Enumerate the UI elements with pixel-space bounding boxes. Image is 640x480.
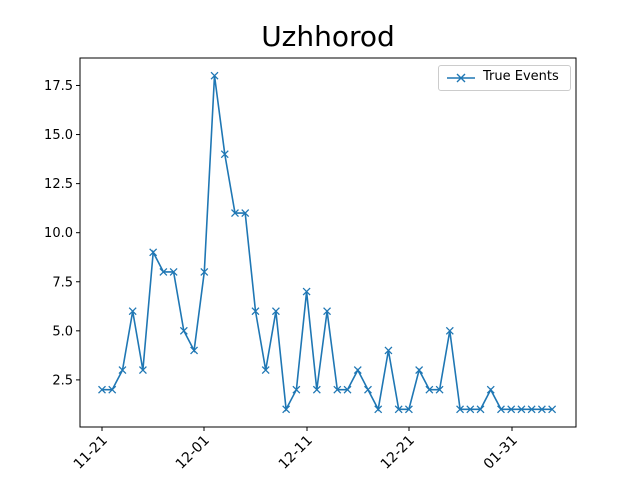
data-point-marker — [507, 405, 516, 414]
data-point-marker — [159, 267, 168, 276]
data-point-marker — [108, 385, 117, 394]
data-point-marker — [323, 307, 332, 316]
data-point-marker — [261, 366, 270, 375]
x-axis: 11-21 12-01 12-11 12-21 01-31 — [71, 427, 521, 473]
y-tick-label: 2.5 — [52, 373, 73, 388]
data-point-marker — [394, 405, 403, 414]
data-point-marker — [374, 405, 383, 414]
y-tick-label: 17.5 — [44, 79, 73, 94]
data-point-marker — [128, 307, 137, 316]
data-point-marker — [169, 267, 178, 276]
data-point-marker — [353, 366, 362, 375]
data-point-marker — [241, 209, 250, 218]
data-point-marker — [231, 209, 239, 218]
legend: True Events — [438, 65, 571, 91]
data-point-marker — [497, 405, 505, 414]
data-point-marker — [435, 385, 444, 394]
legend-line-icon — [447, 73, 475, 83]
data-point-marker — [210, 71, 219, 80]
data-point-marker — [179, 326, 188, 335]
data-point-marker — [548, 405, 557, 414]
x-tick-label: 12-11 — [276, 433, 316, 473]
data-point-marker — [118, 366, 127, 375]
data-point-marker — [200, 267, 209, 276]
chart-title: Uzhhorod — [261, 20, 395, 53]
data-point-marker — [343, 385, 352, 394]
y-tick-label: 12.5 — [44, 177, 73, 192]
data-point-marker — [517, 405, 526, 414]
y-tick-label: 15.0 — [44, 128, 73, 143]
y-axis: 2.5 5.0 7.5 10.0 12.5 15.0 17.5 — [44, 79, 80, 388]
data-point-marker — [138, 366, 147, 375]
data-point-marker — [220, 150, 229, 159]
legend-label: True Events — [483, 69, 559, 84]
x-tick-label: 12-21 — [378, 433, 418, 473]
data-point-marker — [333, 385, 342, 394]
data-point-marker — [302, 287, 311, 296]
x-tick-label: 11-21 — [71, 433, 111, 473]
series-line-true-events — [102, 75, 553, 413]
data-point-marker — [271, 307, 280, 316]
y-tick-label: 7.5 — [52, 275, 73, 290]
data-point-marker — [312, 385, 321, 394]
data-point-marker — [251, 307, 260, 316]
data-point-marker — [425, 385, 434, 394]
data-point-marker — [456, 405, 465, 414]
data-point-marker — [466, 405, 475, 414]
plot-frame — [79, 57, 577, 428]
x-tick-label: 12-01 — [173, 433, 213, 473]
data-point-marker — [98, 385, 106, 394]
data-point-marker — [384, 346, 393, 355]
y-tick-label: 5.0 — [52, 324, 73, 339]
data-point-marker — [527, 405, 536, 414]
data-point-marker — [364, 385, 372, 394]
data-point-marker — [404, 405, 413, 414]
data-point-marker — [149, 248, 158, 257]
data-point-marker — [445, 326, 454, 335]
data-point-marker — [537, 405, 546, 414]
y-tick-label: 10.0 — [44, 226, 73, 241]
data-point-marker — [292, 385, 301, 394]
series-markers — [98, 71, 557, 414]
data-point-marker — [282, 405, 291, 414]
data-point-marker — [476, 405, 485, 414]
data-point-marker — [190, 346, 199, 355]
data-point-marker — [486, 385, 495, 394]
x-tick-label: 01-31 — [481, 433, 521, 473]
data-point-marker — [415, 366, 424, 375]
